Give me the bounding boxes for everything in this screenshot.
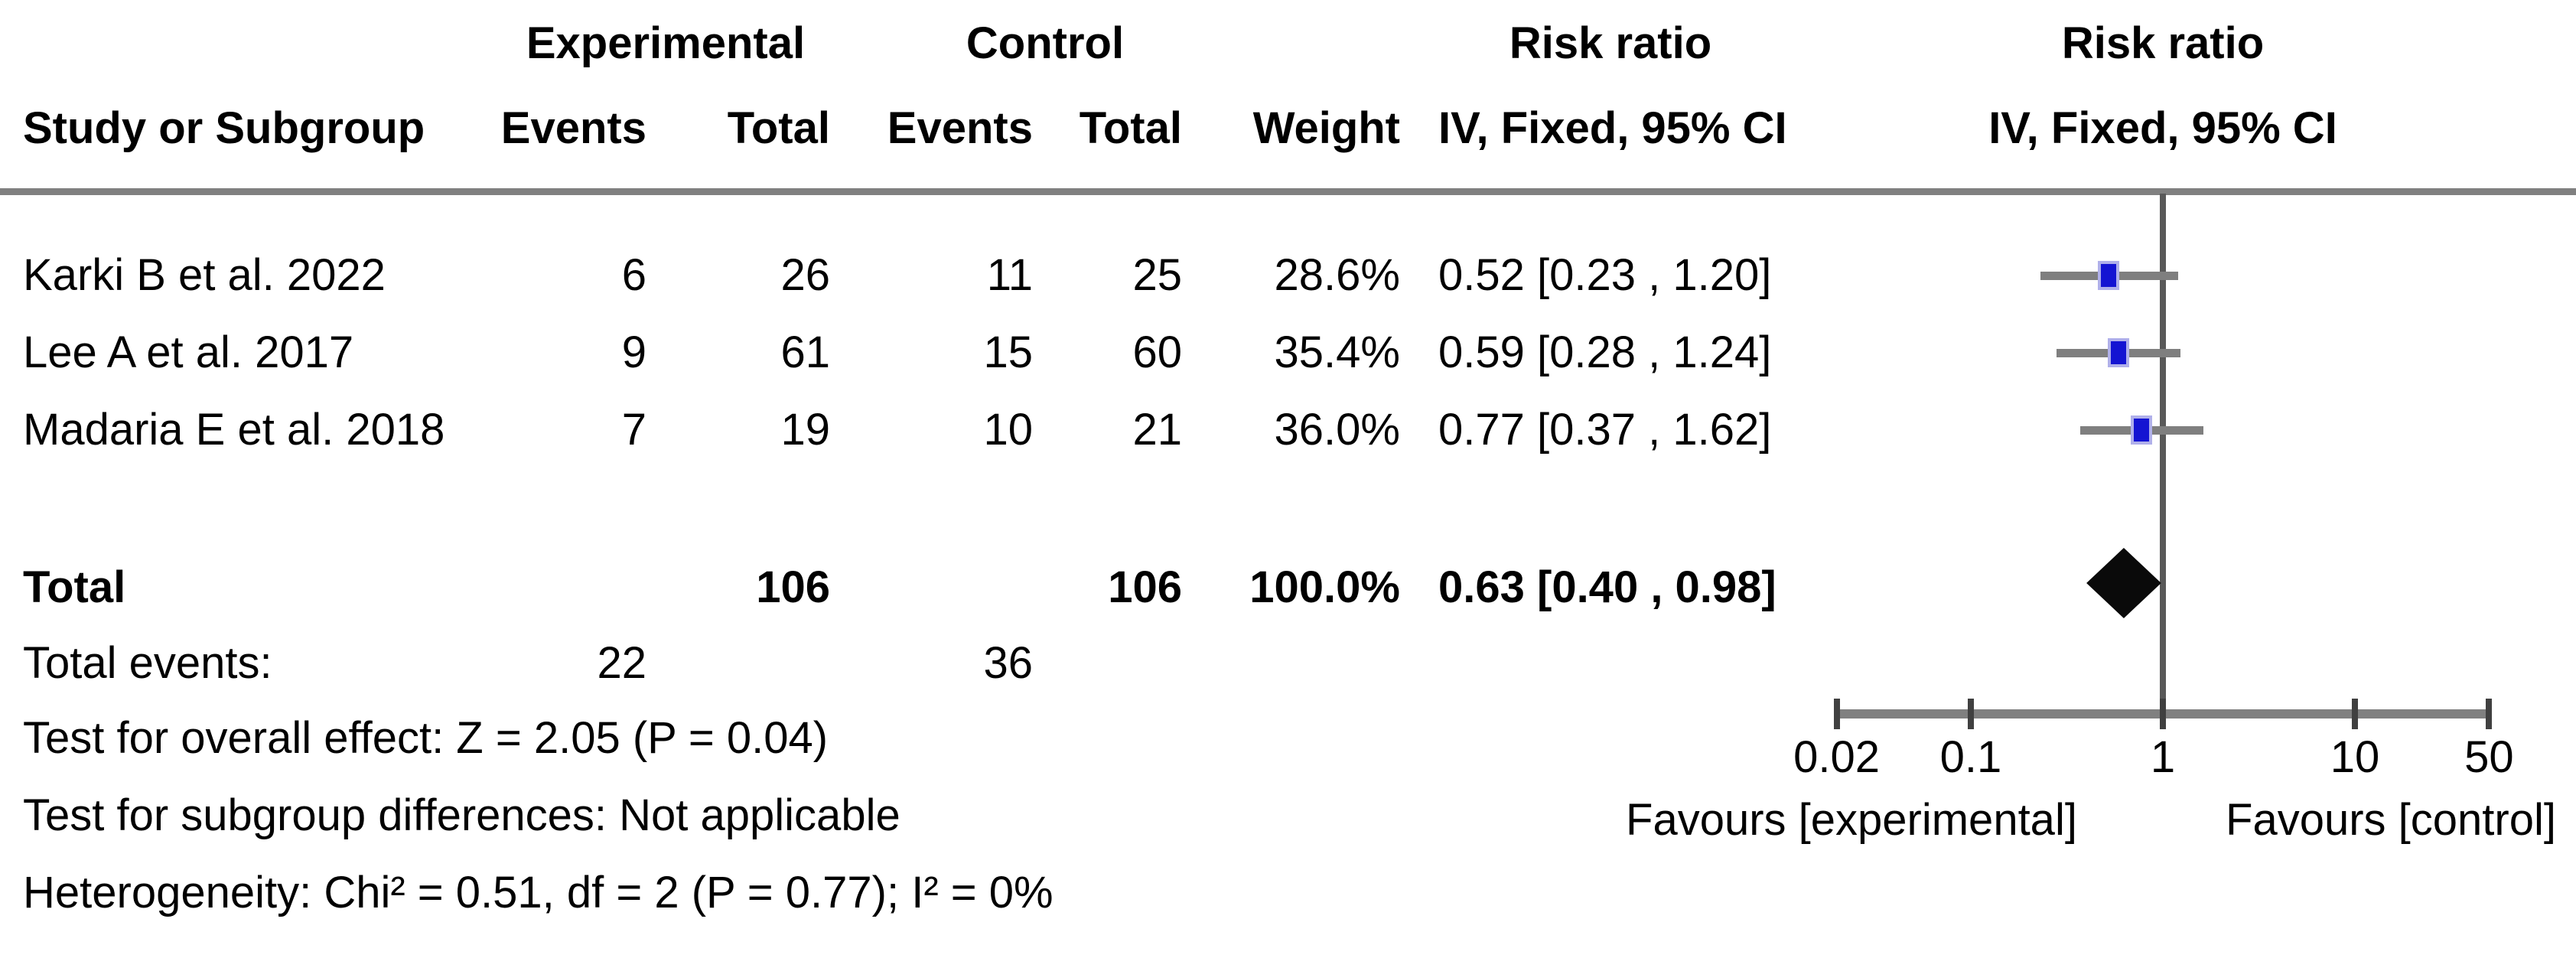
subgroup-differences-text: Test for subgroup differences: Not appli… <box>23 790 900 840</box>
header-risk-ratio-left: Risk ratio <box>1509 18 1712 68</box>
header-total-ctl: Total <box>1079 103 1182 153</box>
overall-effect-text: Test for overall effect: Z = 2.05 (P = 0… <box>23 713 829 763</box>
total-diamond <box>2086 548 2161 618</box>
header-events-exp: Events <box>500 103 646 153</box>
events-ctl: 11 <box>986 250 1033 300</box>
x-axis-tick-label: 50 <box>2464 732 2514 782</box>
x-axis-tick-label: 1 <box>2150 732 2176 782</box>
ci-text: 0.52 [0.23 , 1.20] <box>1438 250 1772 300</box>
total-ctl: 21 <box>1132 405 1182 455</box>
events-ctl: 15 <box>983 327 1033 377</box>
study-point-square <box>2097 261 2119 290</box>
study-name: Madaria E et al. 2018 <box>23 405 445 455</box>
total-exp: 61 <box>780 327 830 377</box>
total-ctl: 25 <box>1132 250 1182 300</box>
x-axis-tick <box>1833 699 1840 729</box>
reference-line <box>2160 194 2166 718</box>
events-ctl: 10 <box>983 405 1033 455</box>
total-ci-text: 0.63 [0.40 , 0.98] <box>1438 562 1776 612</box>
ci-text: 0.77 [0.37 , 1.62] <box>1438 405 1772 455</box>
study-name: Karki B et al. 2022 <box>23 250 386 300</box>
total-weight: 100.0% <box>1249 562 1400 612</box>
header-study: Study or Subgroup <box>23 103 425 153</box>
favours-control-label: Favours [control] <box>2226 795 2556 845</box>
x-axis-tick-label: 10 <box>2330 732 2380 782</box>
total-exp: 26 <box>780 250 830 300</box>
header-group-experimental: Experimental <box>526 18 806 68</box>
total-events-ctl: 36 <box>983 638 1033 688</box>
total-ctl: 60 <box>1132 327 1182 377</box>
header-ci-method-right: IV, Fixed, 95% CI <box>1988 103 2337 153</box>
x-axis-tick <box>1968 699 1974 729</box>
x-axis-tick-label: 0.02 <box>1793 732 1880 782</box>
total-ctl-sum: 106 <box>1108 562 1182 612</box>
header-risk-ratio-right: Risk ratio <box>2061 18 2265 68</box>
heterogeneity-text: Heterogeneity: Chi² = 0.51, df = 2 (P = … <box>23 868 1054 917</box>
x-axis-tick <box>2486 699 2493 729</box>
header-rule <box>0 188 2576 195</box>
study-point-square <box>2108 338 2130 367</box>
study-name: Lee A et al. 2017 <box>23 327 354 377</box>
weight-value: 36.0% <box>1274 405 1400 455</box>
header-events-ctl: Events <box>887 103 1033 153</box>
total-exp-sum: 106 <box>756 562 830 612</box>
header-total-exp: Total <box>727 103 830 153</box>
events-exp: 6 <box>621 250 646 300</box>
header-weight: Weight <box>1252 103 1400 153</box>
header-group-control: Control <box>966 18 1125 68</box>
study-point-square <box>2130 415 2152 445</box>
weight-value: 28.6% <box>1274 250 1400 300</box>
total-events-label: Total events: <box>23 638 272 688</box>
header-ci-method-left: IV, Fixed, 95% CI <box>1438 103 1787 153</box>
total-label: Total <box>23 562 126 612</box>
favours-experimental-label: Favours [experimental] <box>1626 795 2077 845</box>
events-exp: 9 <box>621 327 646 377</box>
x-axis-tick <box>2160 699 2166 729</box>
events-exp: 7 <box>621 405 646 455</box>
total-events-exp: 22 <box>597 638 646 688</box>
ci-text: 0.59 [0.28 , 1.24] <box>1438 327 1772 377</box>
x-axis-tick <box>2352 699 2358 729</box>
total-exp: 19 <box>780 405 830 455</box>
weight-value: 35.4% <box>1274 327 1400 377</box>
x-axis-tick-label: 0.1 <box>1939 732 2002 782</box>
